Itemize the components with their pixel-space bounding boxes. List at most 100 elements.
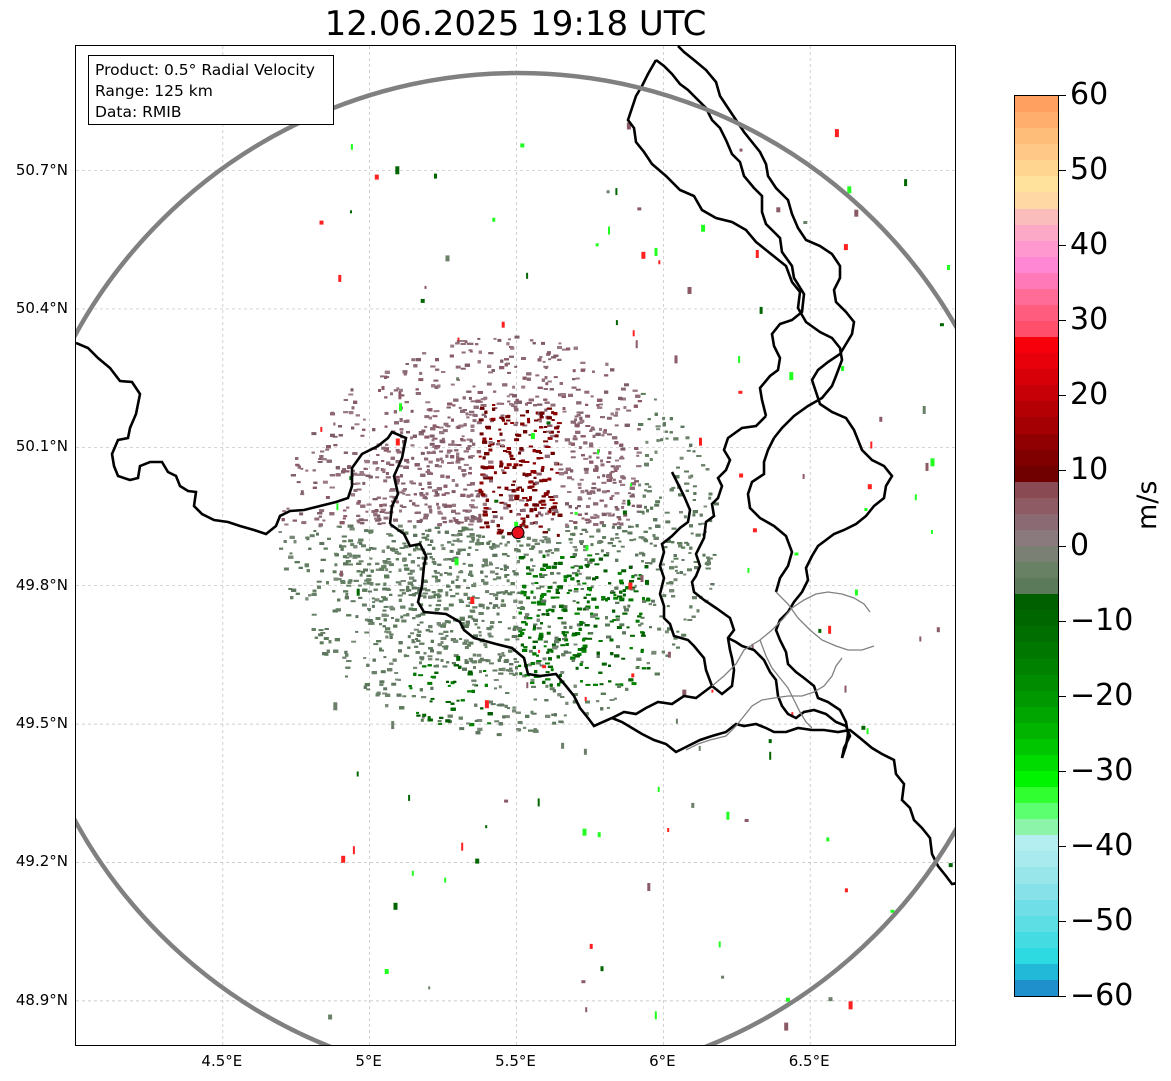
colorbar-tick-label: −60	[1070, 978, 1134, 1013]
colorbar-segment	[1015, 963, 1058, 981]
colorbar-segment	[1015, 272, 1058, 290]
border-nl-be	[76, 341, 408, 536]
lat-tick-label: 49.5°N	[15, 714, 68, 733]
colorbar-segment	[1015, 899, 1058, 917]
colorbar-segment	[1015, 321, 1058, 339]
colorbar-tick-label: 40	[1070, 227, 1109, 263]
colorbar-segment	[1015, 642, 1058, 660]
data-source-label: Data: RMIB	[95, 103, 182, 121]
colorbar-tick-mark	[1059, 470, 1066, 472]
colorbar-tick-mark	[1059, 770, 1066, 772]
colorbar-segment	[1015, 224, 1058, 242]
radar-map-canvas	[76, 46, 955, 1045]
colorbar-segment	[1015, 803, 1058, 821]
graticule-grid	[76, 46, 955, 1045]
lon-tick-label: 6.5°E	[788, 1052, 830, 1070]
colorbar-tick-label: −20	[1070, 677, 1134, 713]
colorbar-segment	[1015, 337, 1058, 355]
colorbar-tick-label: 30	[1070, 302, 1109, 338]
colorbar-segment	[1015, 144, 1058, 162]
colorbar-segment	[1015, 610, 1058, 628]
radar-site-marker	[511, 526, 525, 540]
colorbar-segment	[1015, 546, 1058, 564]
lat-tick-label: 50.7°N	[15, 160, 68, 179]
product-label: Product: 0.5° Radial Velocity	[95, 61, 315, 79]
colorbar-tick-label: −50	[1070, 902, 1134, 938]
colorbar-tick-mark	[1059, 395, 1066, 397]
colorbar-segment	[1015, 979, 1058, 996]
region-border-2	[685, 657, 843, 751]
colorbar-tick-mark	[1059, 320, 1066, 322]
colorbar-tick-mark	[1059, 545, 1066, 547]
colorbar-segment	[1015, 128, 1058, 146]
colorbar-tick-label: −30	[1070, 752, 1134, 788]
colorbar-unit-label: m/s	[1132, 480, 1163, 530]
colorbar-segment	[1015, 465, 1058, 483]
colorbar-tick-mark	[1059, 620, 1066, 622]
colorbar-segment	[1015, 819, 1058, 837]
colorbar-segment	[1015, 594, 1058, 612]
border-be-lu-west	[658, 471, 714, 687]
colorbar-segment	[1015, 304, 1058, 322]
colorbar-segment	[1015, 562, 1058, 580]
colorbar-segment	[1015, 385, 1058, 403]
range-label: Range: 125 km	[95, 82, 213, 100]
region-border-4	[759, 639, 813, 729]
lat-tick-label: 50.4°N	[15, 298, 68, 317]
border-de-be-north	[655, 58, 806, 417]
colorbar-segment	[1015, 658, 1058, 676]
border-de-fr	[611, 716, 955, 886]
colorbar-segment	[1015, 288, 1058, 306]
colorbar-tick-label: 10	[1070, 452, 1109, 488]
lon-tick-label: 5.5°E	[495, 1052, 536, 1070]
border-be-fr	[389, 522, 713, 728]
colorbar-segment	[1015, 738, 1058, 756]
colorbar-segment	[1015, 835, 1058, 853]
colorbar-segment	[1015, 256, 1058, 274]
colorbar-tick-label: 50	[1070, 152, 1109, 188]
colorbar-tick-mark	[1059, 996, 1066, 997]
colorbar-segment	[1015, 883, 1058, 901]
border-de-east-arc	[677, 46, 894, 759]
colorbar-segment	[1015, 690, 1058, 708]
colorbar-segment	[1015, 96, 1058, 114]
colorbar-segment	[1015, 192, 1058, 210]
colorbar-segment	[1015, 449, 1058, 467]
border-lu-south	[746, 437, 794, 593]
lat-tick-label: 49.8°N	[15, 575, 68, 594]
colorbar-segment	[1015, 706, 1058, 724]
colorbar-segment	[1015, 240, 1058, 258]
colorbar-segment	[1015, 626, 1058, 644]
colorbar-segment	[1015, 353, 1058, 371]
border-lu-de	[690, 415, 767, 696]
lon-tick-label: 5°E	[355, 1052, 382, 1070]
border-lu-east	[626, 59, 844, 439]
lon-tick-label: 6°E	[649, 1052, 676, 1070]
range-ring-125km	[76, 70, 955, 1045]
colorbar-segment	[1015, 433, 1058, 451]
country-borders	[76, 46, 955, 886]
velocity-colorbar	[1014, 95, 1059, 997]
colorbar-tick-mark	[1059, 845, 1066, 847]
map-title: 12.06.2025 19:18 UTC	[324, 4, 707, 44]
colorbar-segment	[1015, 771, 1058, 789]
colorbar-segment	[1015, 481, 1058, 499]
colorbar-tick-mark	[1059, 170, 1066, 172]
radar-map[interactable]	[75, 45, 956, 1046]
lat-tick-label: 50.1°N	[15, 437, 68, 456]
colorbar-tick-mark	[1059, 920, 1066, 922]
colorbar-segment	[1015, 513, 1058, 531]
colorbar-tick-label: 60	[1070, 77, 1109, 112]
colorbar-segment	[1015, 529, 1058, 547]
border-lu-de-south	[727, 636, 852, 759]
colorbar-tick-mark	[1059, 695, 1066, 697]
product-info-box: Product: 0.5° Radial Velocity Range: 125…	[88, 55, 334, 125]
colorbar-tick-label: 20	[1070, 377, 1109, 413]
colorbar-segment	[1015, 754, 1058, 772]
colorbar-tick-mark	[1059, 245, 1066, 247]
colorbar-segment	[1015, 208, 1058, 226]
colorbar-segment	[1015, 112, 1058, 130]
colorbar-segment	[1015, 722, 1058, 740]
colorbar-segment	[1015, 851, 1058, 869]
colorbar-segment	[1015, 176, 1058, 194]
